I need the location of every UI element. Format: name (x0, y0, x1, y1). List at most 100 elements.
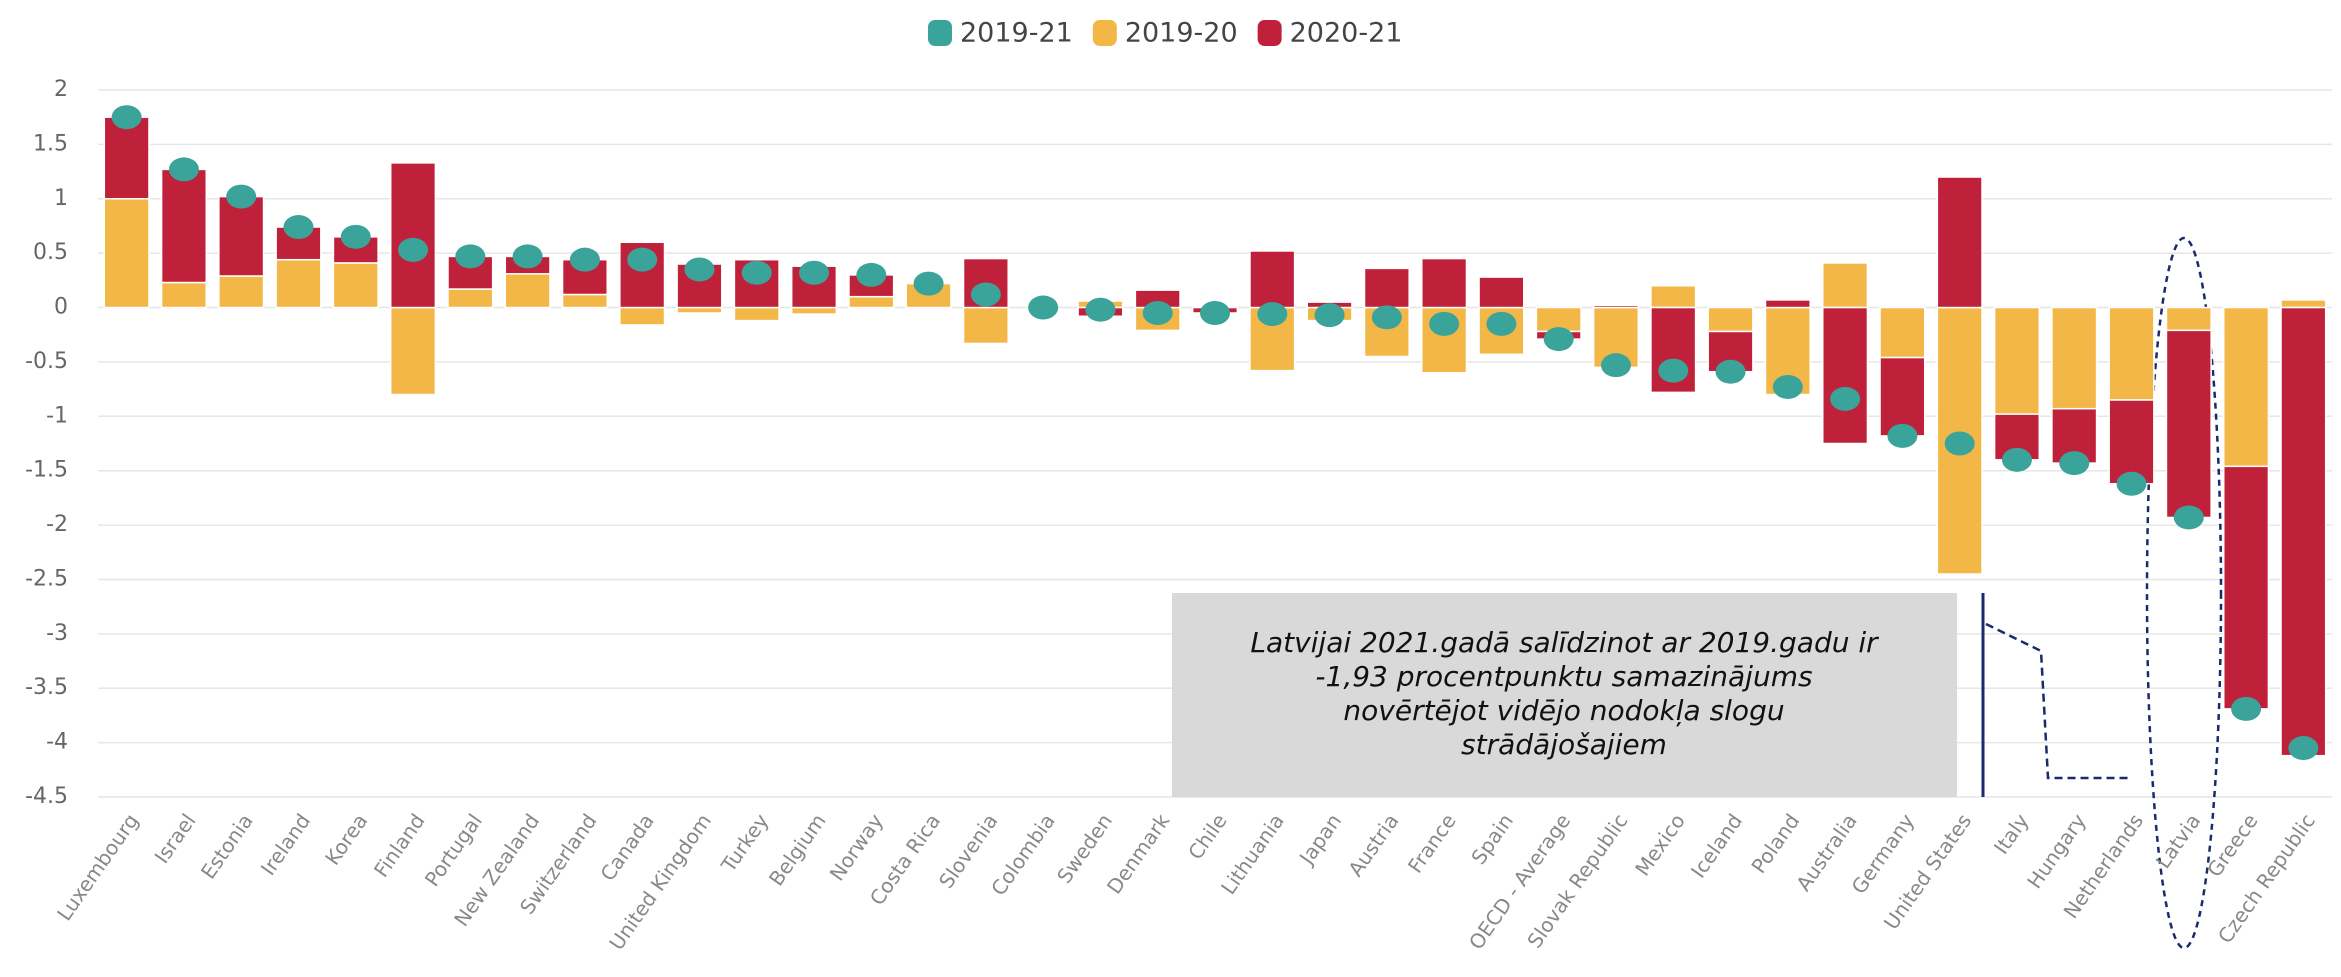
x-tick-label: Latvia (2151, 809, 2206, 873)
bar (218, 275, 265, 309)
dot (111, 105, 142, 130)
dot (512, 244, 543, 269)
y-tick-label: -2.5 (25, 566, 68, 591)
dot (856, 262, 887, 287)
dot (2059, 451, 2090, 476)
bar (848, 295, 895, 309)
bar (160, 168, 208, 284)
bar (1936, 176, 1983, 309)
y-tick-label: -1.5 (25, 458, 68, 483)
bar (2222, 465, 2270, 710)
dot (1772, 374, 1803, 399)
y-tick-label: -0.5 (25, 349, 68, 374)
x-tick-label: Luxembourg (52, 809, 143, 925)
dot (1887, 423, 1918, 448)
dot (970, 282, 1001, 307)
dot (2001, 447, 2032, 472)
dot (1085, 297, 1116, 322)
bar (103, 198, 150, 309)
bar (2280, 306, 2327, 757)
y-tick-label: -4 (46, 730, 68, 755)
bar (962, 306, 1009, 345)
annotation-text: strādājošajiem (1461, 728, 1667, 761)
dot (455, 244, 486, 269)
y-tick-label: -4.5 (25, 784, 68, 809)
x-tick-label: Greece (2202, 809, 2263, 881)
dot (168, 157, 199, 182)
dot (1257, 302, 1288, 327)
dot (1028, 295, 1059, 320)
legend-swatch (1257, 20, 1282, 46)
y-tick-label: 2 (54, 77, 68, 102)
bar (447, 288, 494, 309)
x-tick-label: Finland (369, 809, 430, 881)
dot (226, 184, 257, 209)
dot (1314, 303, 1345, 328)
bar (160, 281, 208, 309)
x-tick-label: Israel (150, 809, 201, 868)
dot (398, 237, 429, 262)
bar (1592, 304, 1640, 309)
bar (561, 293, 608, 309)
dot (1944, 431, 1975, 456)
x-tick-label: Canada (595, 809, 658, 885)
dot (1715, 359, 1746, 384)
x-tick-label: France (1403, 809, 1461, 877)
dot (340, 224, 371, 249)
dot (913, 271, 944, 296)
dot (741, 260, 772, 285)
bar (2051, 306, 2098, 410)
bar (1764, 299, 1811, 309)
legend-swatch (1092, 20, 1117, 46)
x-tick-label: Turkey (716, 809, 774, 877)
dot (569, 247, 600, 272)
annotation-text: novērtējot vidējo nodokļa slogu (1343, 694, 1784, 727)
bar (1822, 262, 1869, 309)
bar (332, 262, 379, 309)
y-tick-label: -1 (46, 403, 68, 428)
bar (676, 263, 723, 309)
dot (1830, 386, 1861, 411)
y-tick-label: 1 (54, 186, 68, 211)
x-tick-label: Ireland (256, 809, 315, 879)
x-tick-label: Slovak Republic (1522, 809, 1632, 952)
bar (389, 306, 437, 396)
x-tick-label: Iceland (1686, 809, 1747, 882)
dot (1543, 327, 1574, 352)
dot (1142, 300, 1173, 325)
y-tick-label: 1.5 (33, 131, 68, 156)
dot (2231, 696, 2262, 721)
x-tick-label: Austria (1343, 809, 1403, 881)
highlight-ellipse (2145, 236, 2223, 950)
x-tick-label: Chile (1183, 809, 1231, 864)
x-tick-label: Korea (320, 809, 372, 869)
dot (1600, 353, 1631, 378)
bar (218, 195, 265, 277)
x-tick-label: Italy (1989, 809, 2034, 858)
bar (2280, 299, 2327, 309)
legend-text: 2019-20 (1125, 18, 1238, 49)
bar (1822, 306, 1869, 445)
annotation-text: -1,93 procentpunktu samazinājums (1315, 660, 1812, 693)
x-tick-label: Mexico (1630, 809, 1690, 880)
bar (2165, 329, 2212, 519)
x-tick-label: Poland (1746, 809, 1804, 877)
dot (799, 260, 830, 285)
dot (1429, 311, 1460, 336)
bar (2222, 306, 2270, 468)
y-tick-label: -3.5 (25, 675, 68, 700)
bar (389, 162, 437, 309)
bar (1421, 257, 1468, 309)
legend-text: 2019-21 (960, 18, 1073, 49)
x-tick-label: Spain (1466, 809, 1518, 869)
bar (1363, 267, 1410, 309)
bar (1478, 276, 1525, 309)
bar (2165, 306, 2212, 332)
bar (275, 258, 322, 309)
dot (283, 215, 314, 240)
bar (2108, 306, 2155, 401)
bar (619, 306, 666, 326)
annotation-connector (1985, 622, 2132, 780)
dot (1371, 305, 1402, 330)
